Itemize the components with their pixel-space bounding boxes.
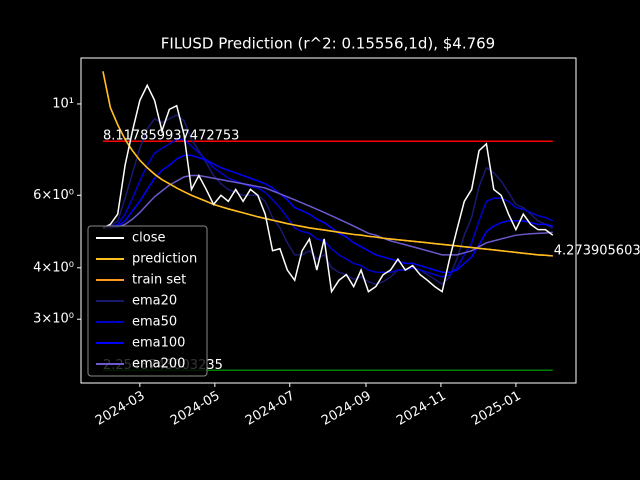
- end-label: 4.273905603: [554, 243, 640, 258]
- series-line: [102, 174, 553, 256]
- legend-label: prediction: [132, 252, 197, 267]
- legend-label: ema200: [132, 357, 185, 372]
- legend-label: ema20: [132, 294, 177, 309]
- y-tick-label: 4×10⁰: [33, 260, 74, 275]
- legend-label: close: [132, 231, 165, 246]
- series-line: [102, 83, 554, 294]
- legend-label: ema50: [132, 315, 177, 330]
- y-tick-label: 6×10⁰: [33, 188, 74, 203]
- series-line: [102, 138, 554, 278]
- plot-area: [102, 71, 554, 372]
- y-tick-label: 10¹: [52, 96, 74, 111]
- y-tick-label: 3×10⁰: [33, 312, 74, 327]
- axes-frame: [80, 57, 577, 384]
- series-line: [102, 71, 553, 257]
- h-line-label: 8.117859937472753: [103, 129, 239, 144]
- legend-label: ema100: [132, 336, 185, 351]
- chart-title: FILUSD Prediction (r^2: 0.15556,1d), $4.…: [161, 35, 495, 53]
- legend-box: [87, 225, 208, 377]
- legend-label: train set: [132, 273, 186, 288]
